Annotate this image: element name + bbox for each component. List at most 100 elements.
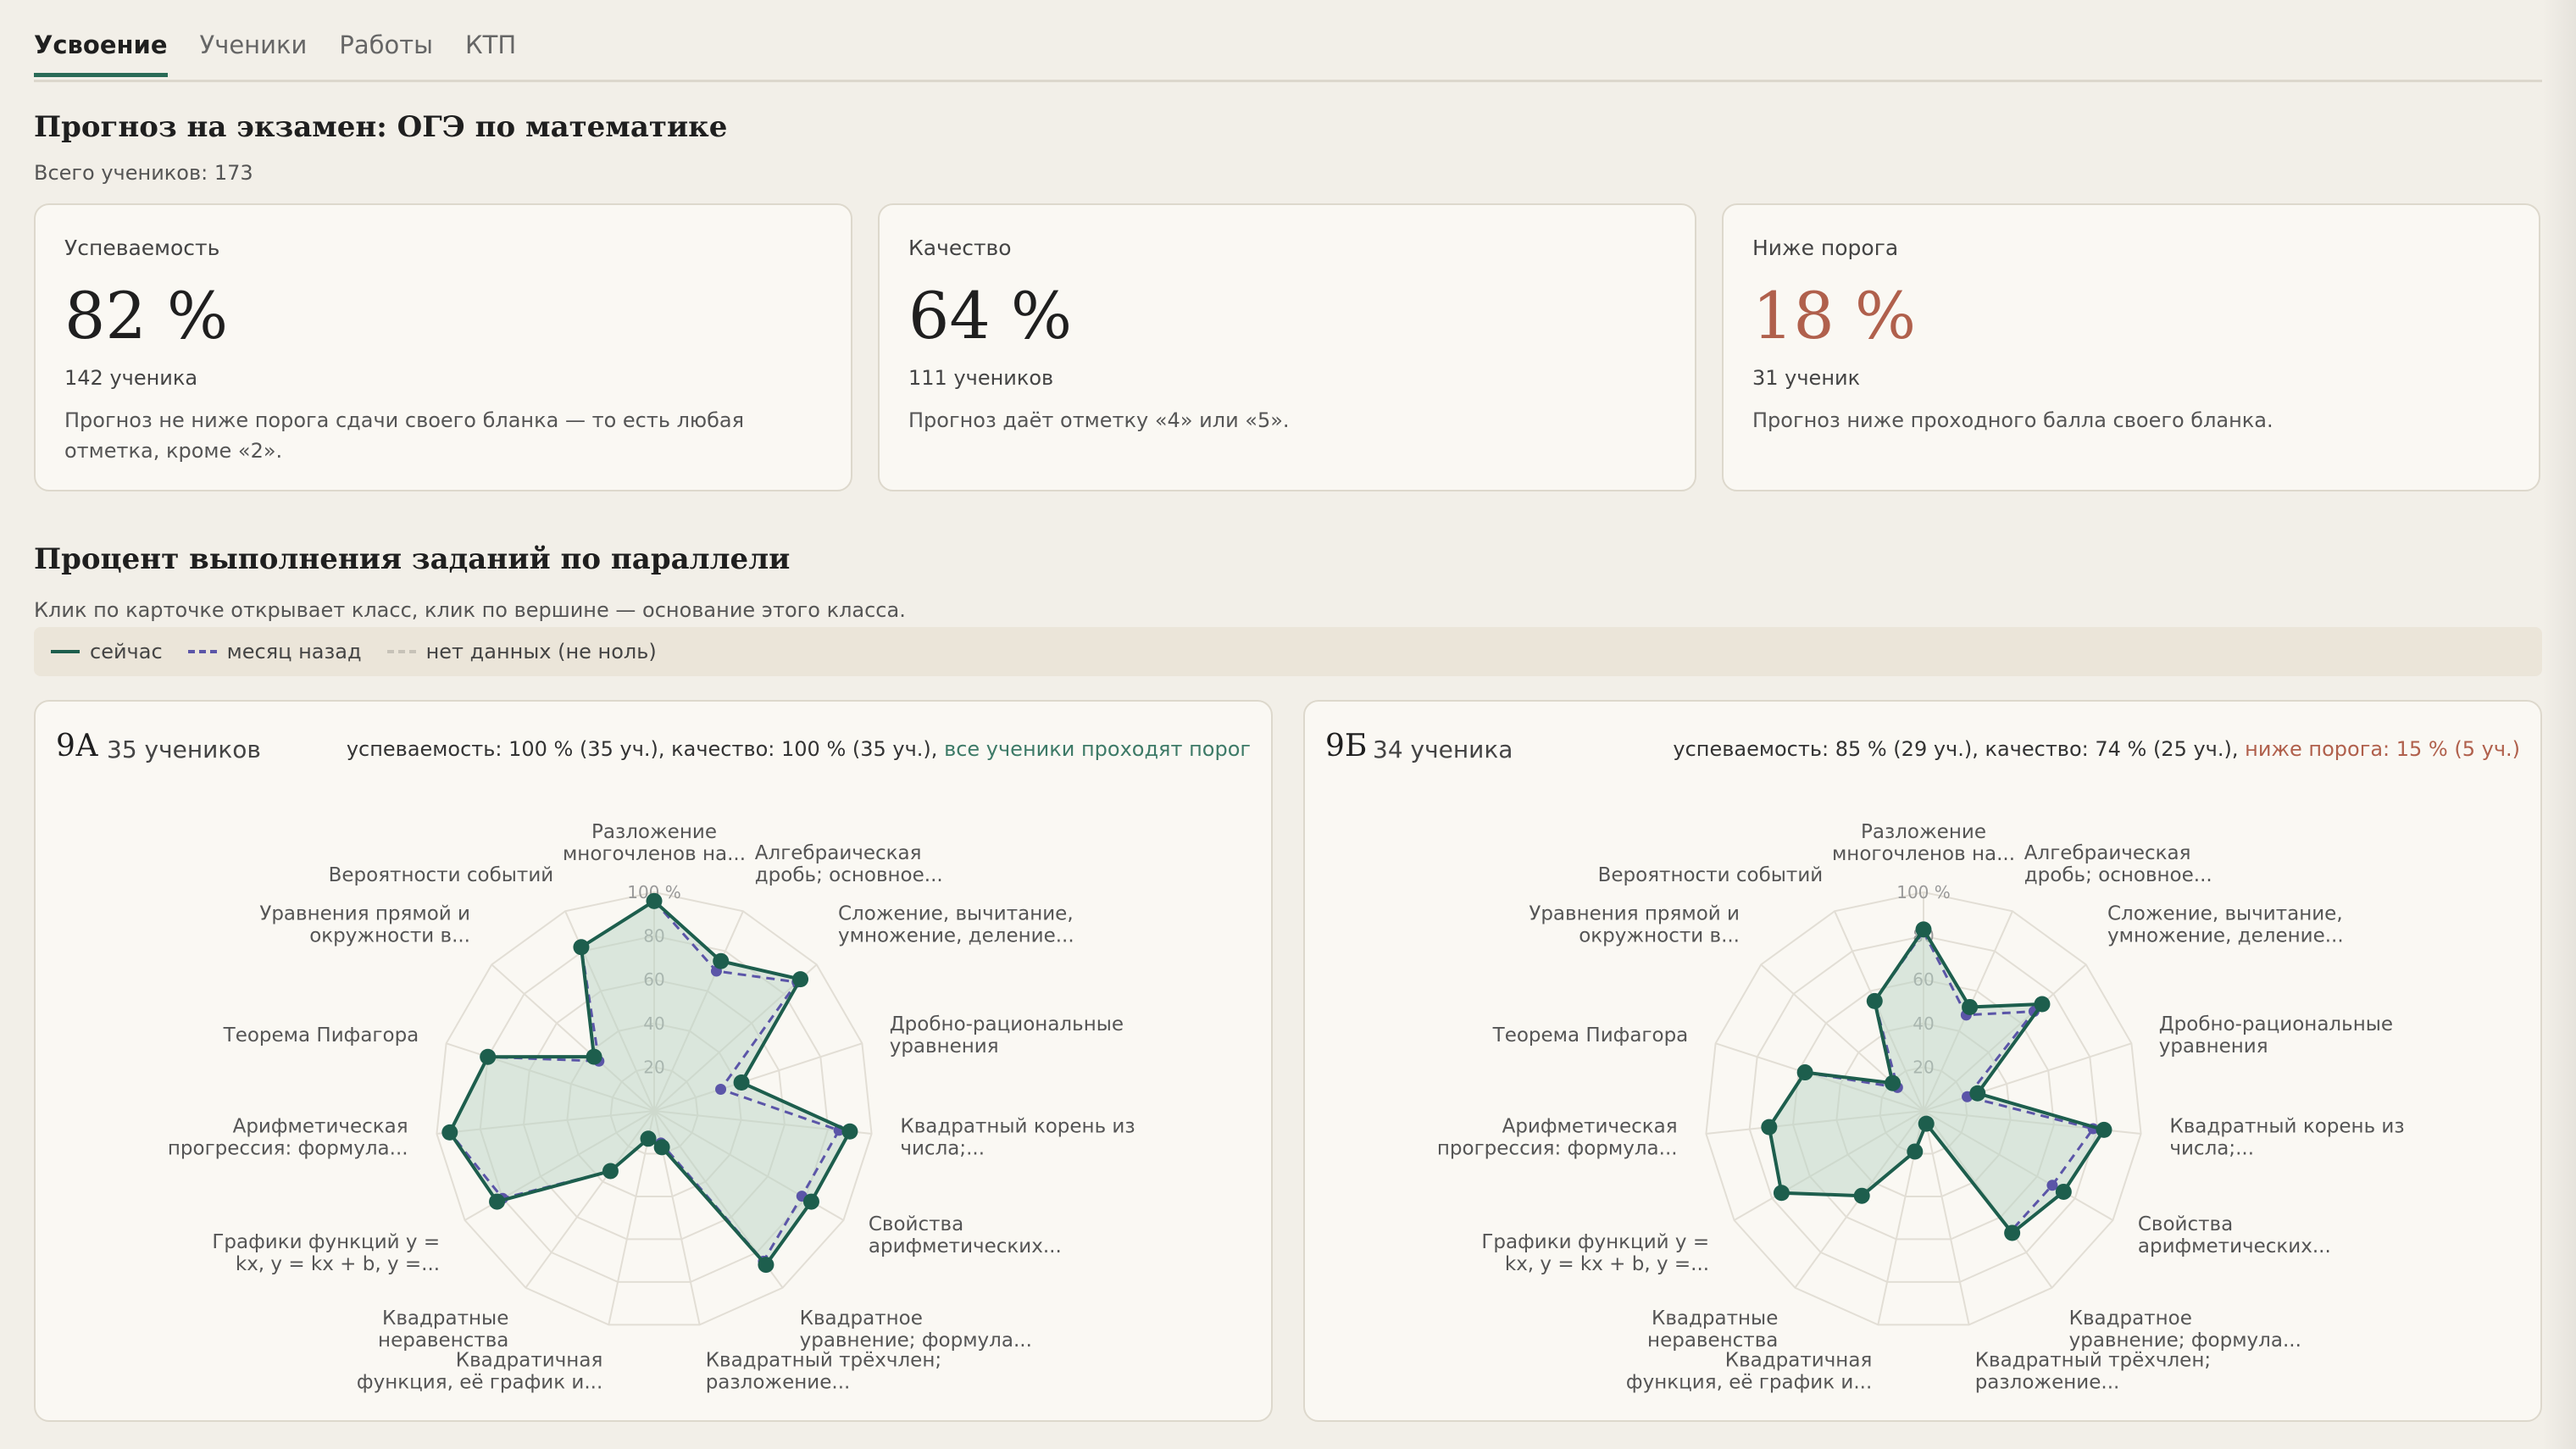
legend-month-swatch — [187, 650, 217, 653]
point-now[interactable] — [1918, 1115, 1935, 1132]
metric-label: Качество — [908, 236, 1012, 260]
metric-card-below-threshold: Ниже порога 18 % 31 ученик Прогноз ниже … — [1722, 203, 2540, 491]
metric-label: Ниже порога — [1752, 236, 1899, 260]
point-now[interactable] — [1796, 1064, 1813, 1081]
metric-value: 82 % — [64, 278, 229, 353]
tick-label: 100 % — [1896, 882, 1951, 902]
axis-label: Алгебраическая дробь; основное... — [2024, 842, 2212, 886]
tab-works[interactable]: Работы — [339, 31, 434, 59]
axis-label: Квадратичная функция, её график и... — [357, 1350, 602, 1394]
class-student-count: 35 учеников — [107, 736, 261, 763]
tab-ktp[interactable]: КТП — [465, 31, 517, 59]
legend-now-label: сейчас — [90, 640, 163, 663]
axis-label: Алгебраическая дробь; основное... — [755, 842, 943, 886]
class-status-warning: ниже порога: 15 % (5 уч.) — [2245, 737, 2520, 761]
point-now[interactable] — [640, 1130, 657, 1147]
axis-label: Арифметическая прогрессия: формула... — [168, 1116, 408, 1160]
point-now[interactable] — [1962, 998, 1979, 1015]
section-title: Процент выполнения заданий по параллели — [34, 542, 791, 576]
point-now[interactable] — [1866, 992, 1883, 1009]
metric-card-pass-rate: Успеваемость 82 % 142 ученика Прогноз не… — [34, 203, 852, 491]
axis-label: Вероятности событий — [329, 864, 554, 886]
class-student-count: 34 ученика — [1373, 736, 1513, 763]
tab-mastery[interactable]: Усвоение — [34, 25, 168, 77]
class-stats: успеваемость: 85 % (29 уч.), качество: 7… — [1673, 737, 2520, 761]
point-now[interactable] — [1907, 1143, 1924, 1160]
page-title: Прогноз на экзамен: ОГЭ по математике — [34, 110, 728, 144]
point-now[interactable] — [586, 1048, 602, 1065]
legend-month-label: месяц назад — [226, 640, 362, 663]
class-status-ok: все ученики проходят порог — [944, 737, 1251, 761]
point-now[interactable] — [758, 1257, 774, 1274]
metric-count: 111 учеников — [908, 366, 1054, 390]
point-now[interactable] — [2096, 1121, 2112, 1138]
metric-count: 31 ученик — [1752, 366, 1861, 390]
point-now[interactable] — [1761, 1119, 1778, 1135]
point-now[interactable] — [653, 1139, 670, 1156]
section-hint: Клик по карточке открывает класс, клик п… — [34, 598, 906, 622]
point-now[interactable] — [1853, 1187, 1870, 1204]
series-line-month-ago — [448, 899, 841, 1263]
point-now[interactable] — [480, 1048, 497, 1065]
class-stats-text: успеваемость: 100 % (35 уч.), качество: … — [346, 737, 938, 761]
class-stats-text: успеваемость: 85 % (29 уч.), качество: 7… — [1673, 737, 2239, 761]
point-now[interactable] — [841, 1123, 858, 1140]
axis-label: Квадратный трёхчлен; разложение... — [706, 1350, 941, 1394]
axis-label: Дробно-рациональные уравнения — [890, 1013, 1124, 1058]
axis-label: Сложение, вычитание, умножение, деление..… — [2107, 903, 2344, 947]
point-now[interactable] — [489, 1193, 506, 1210]
scrollbar-track[interactable] — [2542, 0, 2576, 1449]
point-now[interactable] — [792, 971, 809, 988]
point-now[interactable] — [441, 1124, 458, 1141]
legend-none-label: нет данных (не ноль) — [425, 640, 657, 663]
axis-label: Квадратные неравенства — [1647, 1307, 1778, 1352]
point-now[interactable] — [1885, 1074, 1901, 1091]
axis-label: Разложение многочленов на... — [563, 821, 746, 865]
point-now[interactable] — [713, 952, 730, 969]
metric-value: 64 % — [908, 278, 1073, 353]
point-now[interactable] — [1969, 1085, 1986, 1102]
point-now[interactable] — [1773, 1185, 1790, 1202]
legend-month: месяц назад — [187, 640, 362, 663]
metric-description: Прогноз не ниже порога сдачи своего блан… — [64, 408, 745, 463]
axis-label: Квадратное уравнение; формула... — [800, 1307, 1032, 1352]
tab-bar: Усвоение Ученики Работы КТП — [34, 25, 2542, 82]
point-month-ago — [2046, 1180, 2058, 1191]
point-now[interactable] — [602, 1163, 619, 1180]
point-now[interactable] — [802, 1193, 819, 1210]
legend-none: нет данных (не ноль) — [386, 640, 657, 663]
metric-value: 18 % — [1752, 278, 1917, 353]
total-students: Всего учеников: 173 — [34, 161, 253, 185]
legend-now-swatch — [51, 650, 80, 653]
chart-legend: сейчас месяц назад нет данных (не ноль) — [34, 627, 2542, 676]
axis-label: Арифметическая прогрессия: формула... — [1437, 1116, 1678, 1160]
axis-label: Графики функций y = kx, y = kx + b, y =..… — [212, 1231, 440, 1275]
grid-ring — [479, 935, 830, 1283]
point-now[interactable] — [1915, 921, 1932, 938]
axis-label: Свойства арифметических... — [2138, 1213, 2331, 1257]
axis-label: Квадратные неравенства — [378, 1307, 508, 1352]
point-now[interactable] — [2055, 1183, 2072, 1200]
axis-label: Квадратный корень из числа;... — [900, 1116, 1135, 1160]
legend-now: сейчас — [51, 640, 163, 663]
metric-count: 142 ученика — [64, 366, 198, 390]
tab-students[interactable]: Ученики — [199, 31, 308, 59]
point-now[interactable] — [2034, 996, 2051, 1013]
class-card-9b[interactable]: 9Б 34 ученика успеваемость: 85 % (29 уч.… — [1303, 700, 2542, 1422]
axis-label: Квадратный трёхчлен; разложение... — [1975, 1350, 2211, 1394]
point-now[interactable] — [646, 892, 663, 909]
grid-ring — [1748, 935, 2099, 1283]
point-now[interactable] — [2004, 1224, 2021, 1241]
point-now[interactable] — [573, 939, 590, 956]
metric-description: Прогноз ниже проходного балла своего бла… — [1752, 408, 2273, 432]
axis-label: Свойства арифметических... — [869, 1213, 1062, 1257]
grid-ring — [1705, 891, 2142, 1326]
point-now[interactable] — [733, 1074, 750, 1091]
axis-label: Уравнения прямой и окружности в... — [1529, 903, 1740, 947]
class-card-9a[interactable]: 9А 35 учеников успеваемость: 100 % (35 у… — [34, 700, 1273, 1422]
metric-label: Успеваемость — [64, 236, 220, 260]
axis-label: Дробно-рациональные уравнения — [2159, 1013, 2393, 1058]
legend-none-swatch — [386, 650, 416, 653]
axis-label: Вероятности событий — [1598, 864, 1824, 886]
